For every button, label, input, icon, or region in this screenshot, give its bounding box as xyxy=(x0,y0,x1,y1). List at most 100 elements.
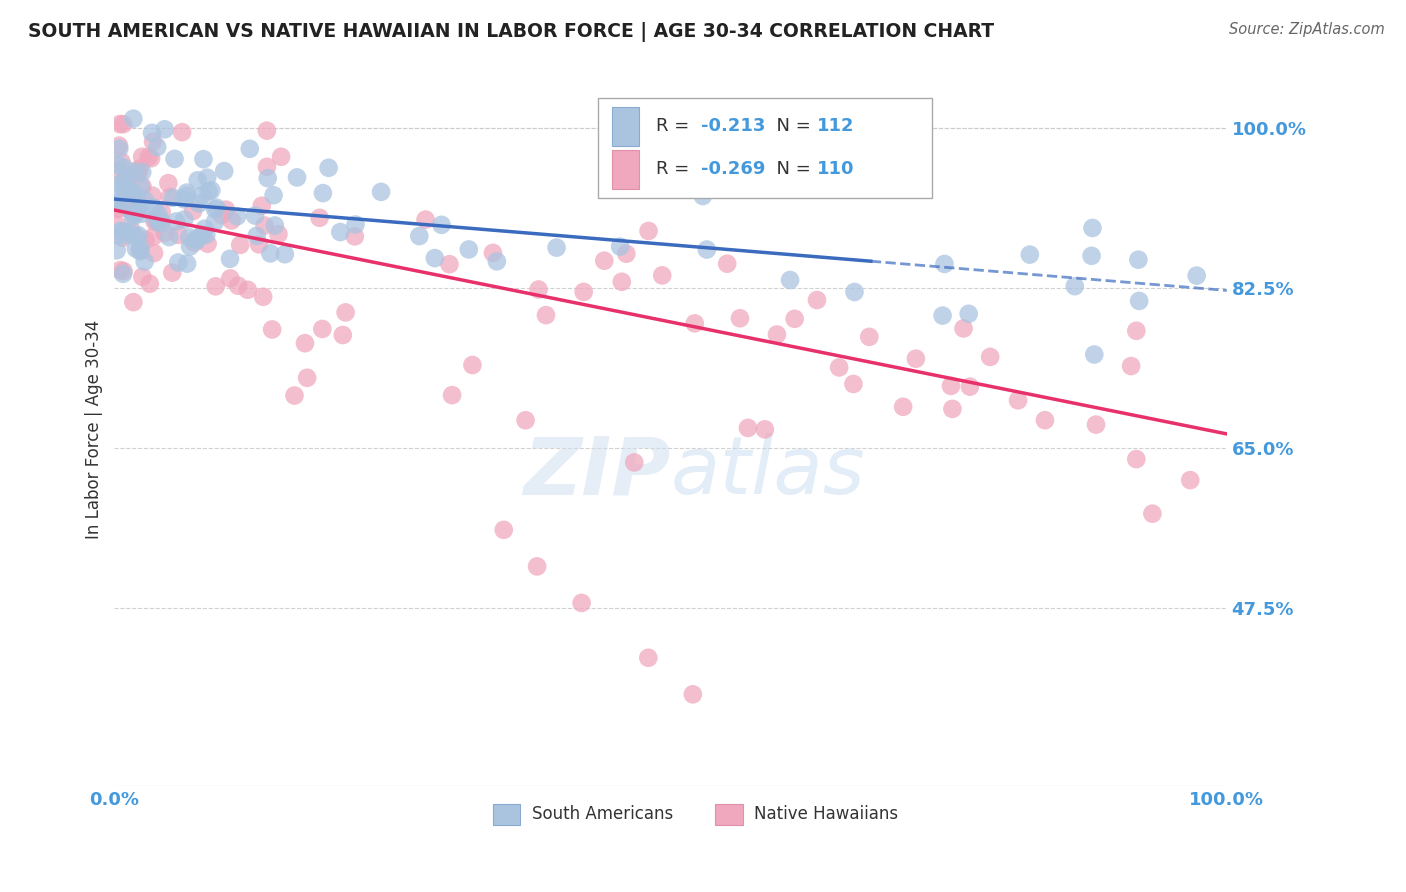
Point xyxy=(114,228,136,243)
Point xyxy=(191,188,214,202)
Point xyxy=(153,122,176,136)
Point xyxy=(239,142,262,156)
Point xyxy=(1128,293,1150,308)
Point xyxy=(1128,252,1150,267)
Point xyxy=(108,192,131,206)
Point xyxy=(246,229,269,244)
Point xyxy=(173,212,195,227)
Point xyxy=(696,243,718,257)
Point xyxy=(204,215,226,229)
Point xyxy=(461,358,484,372)
Point xyxy=(107,158,129,172)
Point xyxy=(754,422,776,436)
Point xyxy=(219,271,242,285)
Point xyxy=(129,179,152,194)
Point xyxy=(122,112,145,126)
Point xyxy=(370,185,392,199)
Point xyxy=(108,195,131,210)
Point xyxy=(112,267,135,281)
Bar xyxy=(612,150,640,189)
Text: ZIP: ZIP xyxy=(523,434,671,511)
Point xyxy=(134,254,156,268)
Point xyxy=(267,227,290,242)
Point xyxy=(1033,413,1056,427)
Point xyxy=(332,328,354,343)
Point xyxy=(295,371,318,385)
Point xyxy=(127,202,149,217)
Point xyxy=(127,164,149,178)
Point xyxy=(128,244,150,258)
Point xyxy=(439,257,461,271)
Point xyxy=(112,117,135,131)
Point xyxy=(138,150,160,164)
Point xyxy=(527,283,550,297)
Point xyxy=(127,202,149,216)
Point xyxy=(176,188,198,202)
Point xyxy=(211,208,233,222)
Point xyxy=(270,150,292,164)
Point xyxy=(312,186,335,200)
Point xyxy=(1080,249,1102,263)
Point xyxy=(131,179,153,194)
Point xyxy=(941,401,963,416)
Point xyxy=(165,214,187,228)
Point xyxy=(115,185,138,199)
Point xyxy=(139,151,162,165)
Point xyxy=(806,293,828,307)
Point xyxy=(108,138,131,153)
Point xyxy=(482,246,505,260)
Point xyxy=(614,246,637,260)
Point xyxy=(179,239,201,253)
Point xyxy=(167,255,190,269)
Point xyxy=(112,161,135,175)
Text: -0.269: -0.269 xyxy=(700,161,765,178)
Text: R =: R = xyxy=(657,118,695,136)
Point xyxy=(105,244,128,258)
Point xyxy=(441,388,464,402)
Point xyxy=(111,231,134,245)
Point xyxy=(891,400,914,414)
Point xyxy=(623,455,645,469)
Point xyxy=(112,224,135,238)
Point xyxy=(683,317,706,331)
Point xyxy=(1063,279,1085,293)
Point xyxy=(197,236,219,251)
Point xyxy=(329,225,352,239)
Point xyxy=(256,160,278,174)
Point xyxy=(858,330,880,344)
Point xyxy=(131,269,153,284)
Point xyxy=(107,202,129,216)
Point xyxy=(1119,359,1142,373)
Point xyxy=(526,559,548,574)
Point xyxy=(226,278,249,293)
Point xyxy=(979,350,1001,364)
Point xyxy=(105,219,128,233)
Text: SOUTH AMERICAN VS NATIVE HAWAIIAN IN LABOR FORCE | AGE 30-34 CORRELATION CHART: SOUTH AMERICAN VS NATIVE HAWAIIAN IN LAB… xyxy=(28,22,994,42)
Point xyxy=(318,161,340,175)
Point xyxy=(262,322,284,336)
Point xyxy=(294,336,316,351)
Point xyxy=(187,196,209,211)
Point xyxy=(783,311,806,326)
Point xyxy=(146,140,169,154)
Point xyxy=(111,179,134,194)
Point xyxy=(1125,324,1147,338)
Point xyxy=(122,194,145,208)
Point xyxy=(157,176,180,190)
Point xyxy=(1180,473,1202,487)
Point xyxy=(163,152,186,166)
Point xyxy=(142,229,165,244)
Point xyxy=(131,150,153,164)
Point xyxy=(187,173,209,187)
Point xyxy=(457,243,479,257)
Point xyxy=(142,135,165,149)
Point xyxy=(108,178,131,192)
Point xyxy=(779,273,801,287)
Point xyxy=(219,252,242,266)
Point xyxy=(737,421,759,435)
Point xyxy=(117,169,139,183)
Point xyxy=(343,229,366,244)
Point xyxy=(492,523,515,537)
Text: -0.213: -0.213 xyxy=(700,118,765,136)
Point xyxy=(212,164,235,178)
